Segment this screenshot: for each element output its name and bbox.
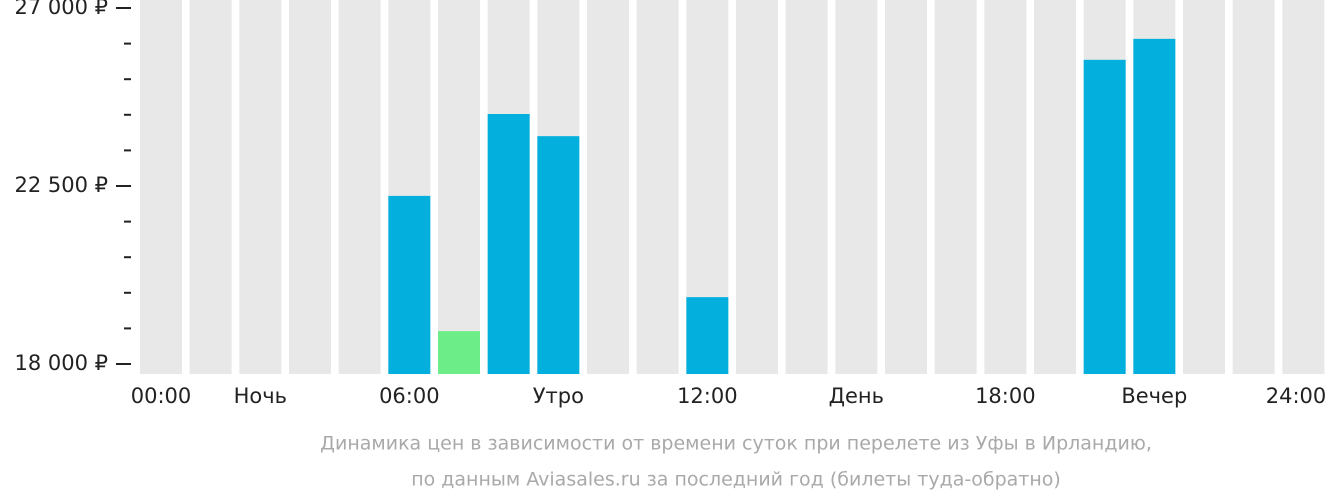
slot-background xyxy=(140,0,182,374)
bar xyxy=(537,136,580,374)
slot-background xyxy=(934,0,977,374)
slot-background xyxy=(289,0,331,374)
x-tick-label: Утро xyxy=(533,384,584,408)
x-tick-label: 06:00 xyxy=(379,384,440,408)
slot-background xyxy=(338,0,381,374)
bar xyxy=(686,297,729,374)
bar xyxy=(487,114,530,375)
bar xyxy=(1083,59,1126,374)
x-tick-label: 00:00 xyxy=(131,384,192,408)
slot-background xyxy=(835,0,878,374)
x-tick-label: Ночь xyxy=(234,384,287,408)
x-tick-label: Вечер xyxy=(1121,384,1187,408)
slot-background xyxy=(736,0,778,374)
slot-background xyxy=(1034,0,1076,374)
y-tick-label: 22 500 ₽ xyxy=(14,173,108,197)
caption: по данным Aviasales.ru за последний год … xyxy=(411,469,1061,491)
y-tick-label: 27 000 ₽ xyxy=(14,0,108,19)
slot-background xyxy=(785,0,828,374)
slot-background xyxy=(1282,0,1325,374)
bar xyxy=(388,195,431,374)
bar xyxy=(438,331,480,374)
slot-background xyxy=(189,0,232,374)
y-tick-label: 18 000 ₽ xyxy=(14,351,108,375)
x-tick-label: 12:00 xyxy=(677,384,738,408)
bar xyxy=(1133,38,1176,374)
slot-background xyxy=(239,0,282,374)
caption: Динамика цен в зависимости от времени су… xyxy=(320,433,1152,455)
slot-background xyxy=(636,0,679,374)
x-tick-label: День xyxy=(829,384,884,408)
slot-background xyxy=(984,0,1027,374)
x-tick-label: 18:00 xyxy=(975,384,1036,408)
x-tick-label: 24:00 xyxy=(1266,384,1327,408)
slot-background xyxy=(438,0,480,374)
slot-background xyxy=(885,0,927,374)
slot-background xyxy=(1183,0,1225,374)
slot-background xyxy=(1232,0,1275,374)
slot-background xyxy=(587,0,629,374)
